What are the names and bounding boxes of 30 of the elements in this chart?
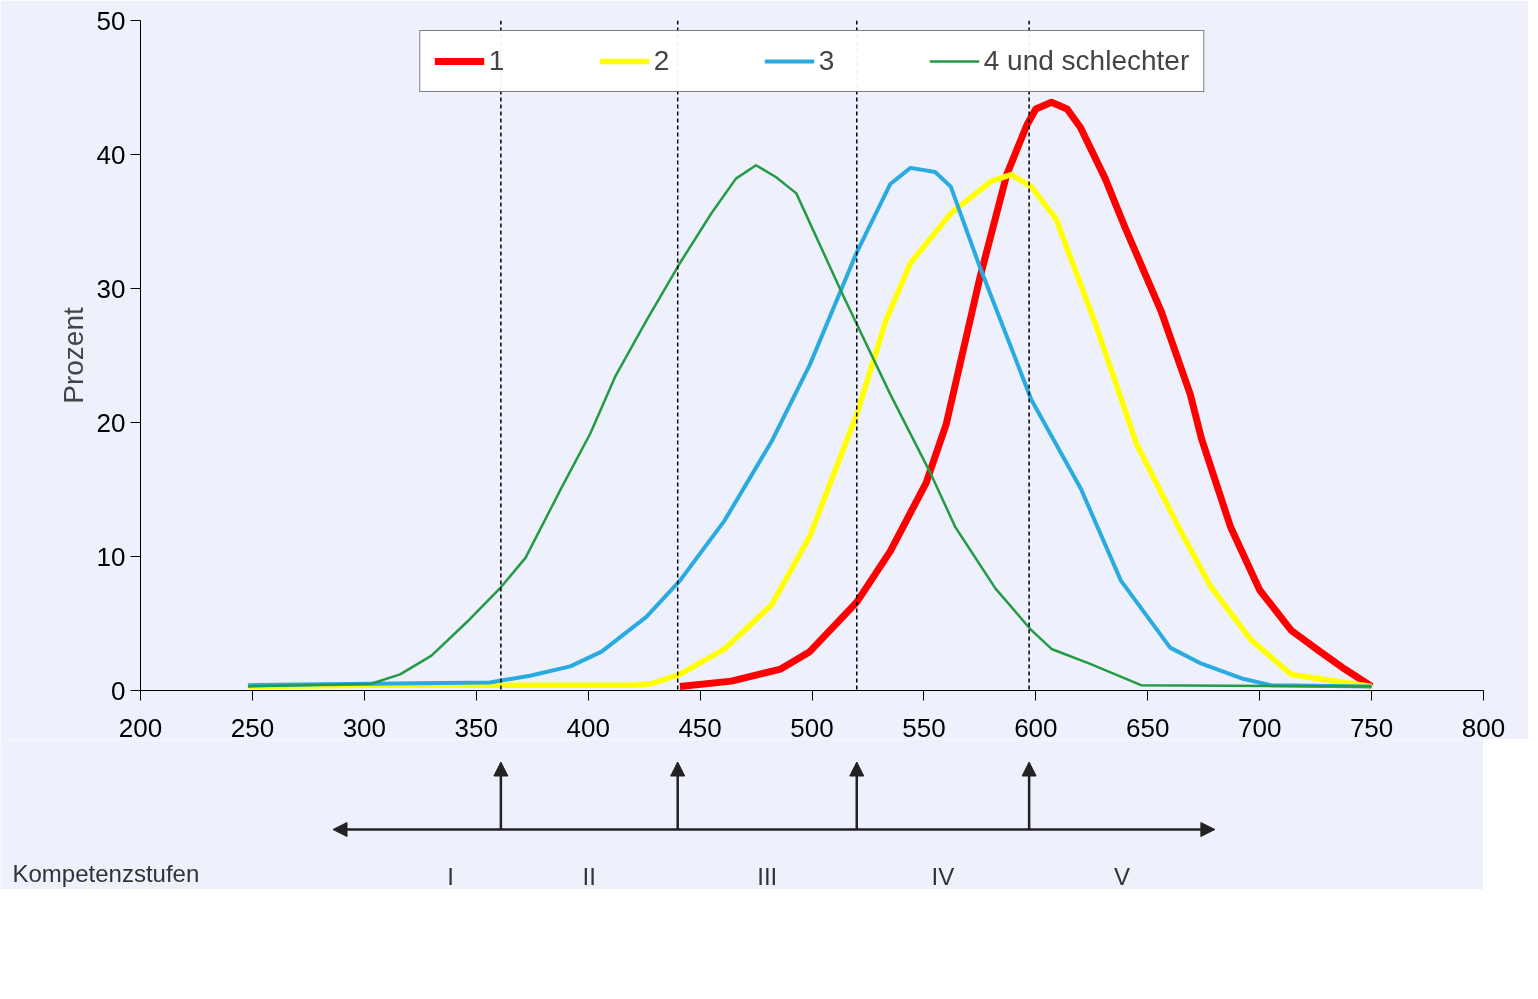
y-tick-label: 20 — [96, 407, 126, 438]
y-axis-title: Prozent — [57, 307, 89, 404]
y-tick-label: 40 — [96, 139, 126, 170]
x-tick-label: 200 — [118, 712, 163, 743]
text: V — [1114, 862, 1131, 890]
x-tick-label: 750 — [1349, 712, 1394, 743]
y-tick-label: 30 — [96, 273, 126, 304]
x-tick-label: 800 — [1461, 712, 1506, 743]
x-tick-label: 350 — [454, 712, 498, 743]
text: Kompetenzstufen — [12, 859, 200, 887]
legend-label: 2 — [653, 45, 671, 77]
y-tick-label: 10 — [96, 541, 126, 572]
legend-label: 3 — [818, 45, 836, 77]
text: II — [582, 862, 596, 890]
text: I — [447, 862, 454, 890]
x-tick-label: 500 — [790, 712, 834, 743]
x-tick-label: 550 — [902, 712, 946, 743]
x-tick-label: 600 — [1014, 712, 1058, 743]
x-tick-label: 700 — [1237, 712, 1282, 743]
legend-label: 1 — [488, 45, 506, 77]
text: IV — [931, 862, 955, 890]
x-tick-label: 250 — [230, 712, 275, 743]
x-tick-label: 300 — [342, 712, 387, 743]
x-tick-label: 400 — [566, 712, 610, 743]
text: III — [757, 862, 778, 890]
x-tick-label: 650 — [1126, 712, 1170, 743]
y-tick-label: 50 — [96, 5, 126, 36]
x-tick-label: 450 — [678, 712, 722, 743]
y-tick-label: 0 — [111, 675, 126, 706]
legend-label: 4 und schlechter — [983, 45, 1190, 77]
